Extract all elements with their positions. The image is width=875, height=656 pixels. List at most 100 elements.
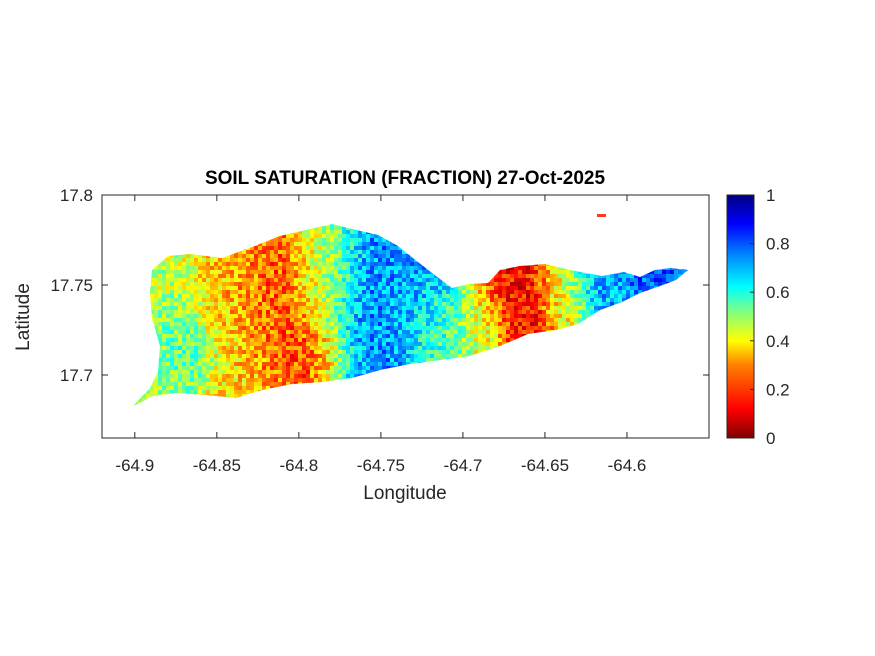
heatmap-cell <box>486 302 491 307</box>
heatmap-cell <box>426 354 431 359</box>
heatmap-cell <box>366 370 371 375</box>
heatmap-cell <box>326 346 331 351</box>
heatmap-cell <box>182 386 187 391</box>
heatmap-cell <box>166 278 171 283</box>
heatmap-cell <box>262 358 267 363</box>
heatmap-cell <box>166 258 171 263</box>
heatmap-cell <box>546 318 551 323</box>
heatmap-cell <box>226 286 231 291</box>
heatmap-cell <box>286 342 291 347</box>
heatmap-cell <box>298 246 303 251</box>
heatmap-cell <box>434 350 439 355</box>
heatmap-cell <box>270 378 275 383</box>
heatmap-cell <box>234 358 239 363</box>
heatmap-cell <box>322 306 327 311</box>
heatmap-cell <box>330 374 335 379</box>
heatmap-cell <box>378 266 383 271</box>
heatmap-cell <box>550 314 555 319</box>
heatmap-cell <box>178 270 183 275</box>
heatmap-cell <box>338 330 343 335</box>
heatmap-cell <box>298 366 303 371</box>
heatmap-cell <box>538 322 543 327</box>
heatmap-cell <box>550 286 555 291</box>
heatmap-cell <box>302 350 307 355</box>
heatmap-cell <box>422 314 427 319</box>
heatmap-cell <box>290 318 295 323</box>
heatmap-cell <box>314 274 319 279</box>
heatmap-cell <box>382 242 387 247</box>
heatmap-cell <box>482 318 487 323</box>
heatmap-cell <box>318 258 323 263</box>
heatmap-cell <box>198 374 203 379</box>
heatmap-cell <box>486 282 491 287</box>
heatmap-cell <box>258 250 263 255</box>
heatmap-cell <box>450 286 455 291</box>
heatmap-cell <box>510 274 515 279</box>
heatmap-cell <box>218 270 223 275</box>
heatmap-cell <box>378 310 383 315</box>
heatmap-cell <box>482 346 487 351</box>
heatmap-cell <box>410 330 415 335</box>
heatmap-cell <box>258 334 263 339</box>
heatmap-cell <box>506 306 511 311</box>
heatmap-cell <box>258 354 263 359</box>
heatmap-cell <box>258 346 263 351</box>
heatmap-cell <box>302 366 307 371</box>
heatmap-cell <box>410 314 415 319</box>
heatmap-cell <box>186 278 191 283</box>
heatmap-cell <box>386 318 391 323</box>
heatmap-cell <box>250 282 255 287</box>
heatmap-cell <box>458 354 463 359</box>
heatmap-cell <box>326 310 331 315</box>
heatmap-cell <box>366 334 371 339</box>
heatmap-cell <box>350 362 355 367</box>
heatmap-cell <box>282 342 287 347</box>
heatmap-cell <box>170 314 175 319</box>
heatmap-cell <box>326 234 331 239</box>
heatmap-cell <box>458 310 463 315</box>
heatmap-cell <box>270 290 275 295</box>
heatmap-cell <box>374 306 379 311</box>
heatmap-cell <box>226 254 231 259</box>
heatmap-cell <box>294 298 299 303</box>
heatmap-cell <box>366 246 371 251</box>
heatmap-cell <box>246 326 251 331</box>
heatmap-cell <box>314 302 319 307</box>
heatmap-cell <box>258 366 263 371</box>
heatmap-cell <box>242 350 247 355</box>
heatmap-cell <box>418 278 423 283</box>
heatmap-cell <box>310 266 315 271</box>
heatmap-cell <box>206 358 211 363</box>
heatmap-cell <box>250 314 255 319</box>
heatmap-cell <box>282 274 287 279</box>
heatmap-cell <box>390 310 395 315</box>
heatmap-cell <box>342 350 347 355</box>
heatmap-cell <box>430 354 435 359</box>
heatmap-cell <box>222 374 227 379</box>
heatmap-cell <box>178 318 183 323</box>
heatmap-cell <box>250 390 255 395</box>
heatmap-cell <box>334 290 339 295</box>
heatmap-cell <box>378 254 383 259</box>
heatmap-cell <box>318 266 323 271</box>
heatmap-cell <box>338 358 343 363</box>
heatmap-cell <box>290 270 295 275</box>
heatmap-cell <box>282 346 287 351</box>
heatmap-cell <box>246 330 251 335</box>
heatmap-cell <box>374 262 379 267</box>
heatmap-cell <box>158 294 163 299</box>
heatmap-cell <box>166 354 171 359</box>
heatmap-cell <box>162 278 167 283</box>
heatmap-cell <box>342 374 347 379</box>
heatmap-cell <box>386 310 391 315</box>
heatmap-cell <box>338 306 343 311</box>
heatmap-cell <box>286 370 291 375</box>
heatmap-cell <box>402 302 407 307</box>
heatmap-cell <box>250 302 255 307</box>
heatmap-cell <box>226 382 231 387</box>
heatmap-cell <box>242 262 247 267</box>
heatmap-cell <box>230 254 235 259</box>
heatmap-cell <box>338 342 343 347</box>
heatmap-cell <box>346 314 351 319</box>
heatmap-cell <box>322 302 327 307</box>
